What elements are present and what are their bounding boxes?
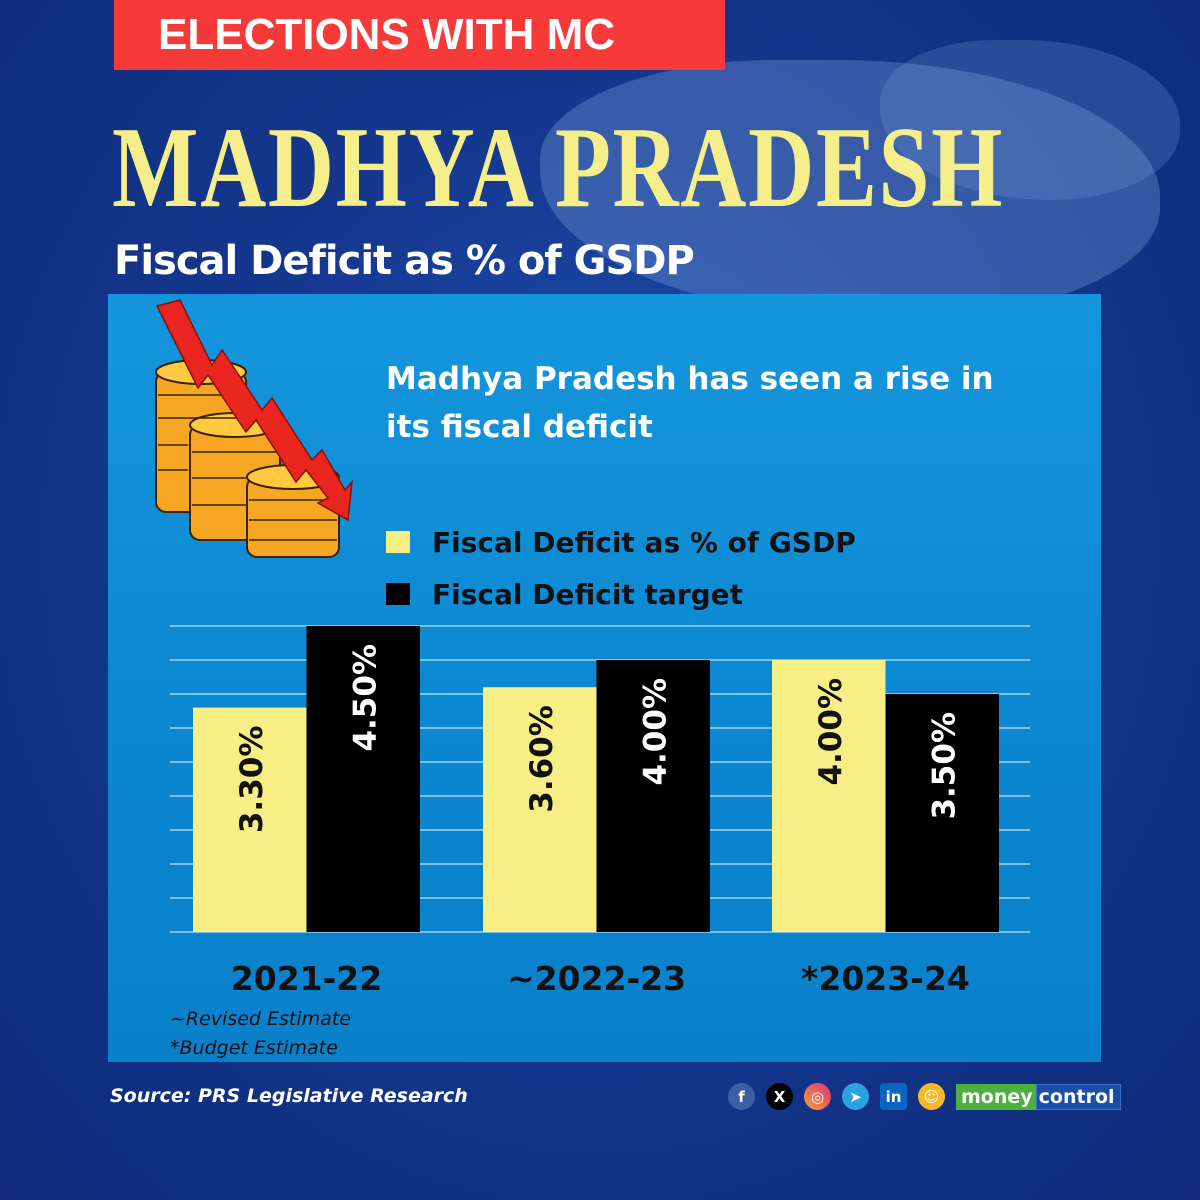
legend-item-target: Fiscal Deficit target [386, 577, 744, 611]
category-label: ~2022-23 [507, 959, 686, 998]
bar-actual-2 [772, 660, 886, 932]
banner-label: ELECTIONS WITH MC [158, 10, 616, 59]
bar-target-0 [306, 626, 420, 932]
x-icon[interactable]: X [766, 1083, 793, 1110]
linkedin-icon[interactable]: in [880, 1083, 907, 1110]
bar-target-1 [596, 660, 710, 932]
page-title: MADHYA PRADESH [112, 104, 1004, 232]
legend-label-actual: Fiscal Deficit as % of GSDP [432, 525, 856, 559]
legend-swatch-target [386, 583, 410, 605]
bar-actual-0 [193, 707, 307, 932]
source-text: Source: PRS Legislative Research [110, 1085, 468, 1107]
telegram-icon[interactable]: ➤ [842, 1083, 869, 1110]
bar-value-label: 4.00% [813, 678, 849, 786]
legend-label-target: Fiscal Deficit target [432, 577, 744, 611]
legend-item-actual: Fiscal Deficit as % of GSDP [386, 525, 856, 559]
elections-banner: ELECTIONS WITH MC [114, 0, 725, 70]
bar-target-2 [885, 694, 999, 932]
logo-money: money [956, 1083, 1036, 1110]
bar-labels: 3.30% 4.50% 3.60% 4.00% 4.00% 3.50% [234, 644, 963, 833]
bar-value-label: 4.00% [637, 678, 673, 786]
bar-value-label: 3.30% [234, 726, 270, 834]
bar-actual-1 [483, 687, 597, 932]
snapchat-icon[interactable]: ☺ [918, 1083, 945, 1110]
page-subtitle: Fiscal Deficit as % of GSDP [114, 238, 695, 284]
bar-value-label: 3.50% [926, 712, 962, 820]
footer-social: f X ◎ ➤ in ☺ money control [728, 1083, 1121, 1110]
category-label: 2021-22 [231, 959, 382, 998]
instagram-icon[interactable]: ◎ [804, 1083, 831, 1110]
map-background-2 [880, 40, 1180, 200]
chart-notes: ~Revised Estimate *Budget Estimate [170, 1005, 351, 1063]
facebook-icon[interactable]: f [728, 1083, 755, 1110]
map-background [540, 60, 1160, 320]
bar-value-label: 3.60% [524, 705, 560, 813]
chart-headline: Madhya Pradesh has seen a rise in its fi… [386, 361, 994, 445]
bar-value-label: 4.50% [347, 644, 383, 752]
bars [193, 626, 999, 932]
category-label: *2023-24 [801, 959, 970, 998]
logo-control: control [1035, 1083, 1121, 1110]
moneycontrol-logo: money control [956, 1083, 1121, 1110]
note-budget: *Budget Estimate [170, 1037, 338, 1059]
category-labels: 2021-22 ~2022-23 *2023-24 [231, 959, 970, 998]
note-revised: ~Revised Estimate [170, 1008, 351, 1030]
legend-swatch-actual [386, 531, 410, 553]
